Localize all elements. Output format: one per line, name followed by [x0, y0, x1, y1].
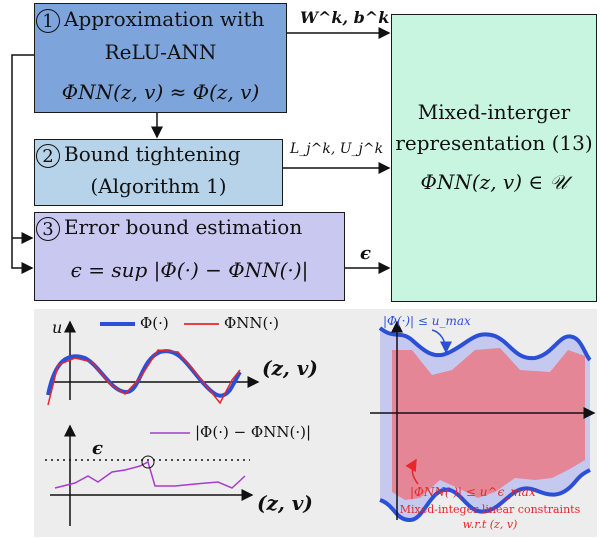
error-bound-box — [34, 212, 345, 301]
mixed-integer-line1: Mixed-interger — [417, 100, 571, 124]
approximation-title-line2: ReLU-ANN — [104, 40, 217, 64]
plot3-lower-bound-curve — [379, 468, 591, 523]
plot1-phinn-curve — [47, 349, 241, 406]
plot1-y-label: u — [52, 318, 63, 337]
plot3-top-label: |Φ(·)| ≤ u_max — [383, 314, 471, 328]
plot3-caption-line2: w.r.t (z, v) — [462, 518, 518, 531]
approximation-box — [34, 3, 287, 113]
approximation-title: 1 Approximation with — [36, 7, 264, 33]
bound-tightening-line2: (Algorithm 1) — [90, 174, 227, 198]
error-bound-formula: ϵ = sup |Φ(·) − ΦNN(·)| — [70, 258, 309, 282]
weights-bias-label: W^k, b^k — [300, 8, 390, 27]
plot2-max-error-marker — [141, 455, 155, 469]
plot2-x-label: (z, v) — [257, 491, 313, 515]
plot3-upper-bound-curve — [378, 326, 592, 362]
approximation-title-line1: Approximation with — [64, 7, 265, 31]
mixed-integer-formula: ΦNN(z, v) ∈ 𝒰 — [420, 170, 568, 194]
plot2-error-curve — [54, 460, 246, 489]
error-bound-title: 3 Error bound estimation — [36, 215, 302, 241]
bound-tightening-title: 2 Bound tightening — [36, 142, 241, 168]
bounds-label: L_j^k, U_j^k — [290, 141, 384, 157]
bound-tightening-box — [34, 139, 283, 206]
step-3-badge: 3 — [36, 216, 60, 241]
error-bound-line1: Error bound estimation — [64, 215, 303, 239]
plot3-caption-line1: Mixed-integer linear constraints — [399, 503, 581, 516]
plot1-legend-phinn-text: ΦNN(·) — [224, 314, 280, 332]
bound-tightening-line1: Bound tightening — [64, 142, 241, 166]
approximation-formula: ΦNN(z, v) ≈ Φ(z, v) — [61, 80, 260, 104]
mixed-integer-box — [391, 14, 597, 302]
plot3-bottom-label: |ΦNN(·)| ≤ u^ϵ_max — [410, 485, 536, 499]
step-1-badge: 1 — [36, 8, 60, 33]
mixed-integer-line2: representation (13) — [395, 131, 593, 155]
left-feedback-line — [11, 54, 34, 274]
plot2-epsilon-label: ϵ — [92, 438, 103, 459]
plot1-phi-curve — [46, 349, 242, 398]
plot2-legend-text: |Φ(·) − ΦNN(·)| — [195, 423, 312, 441]
step-2-badge: 2 — [36, 143, 60, 168]
plot3-red-region — [392, 348, 585, 500]
plot1-x-label: (z, v) — [262, 356, 318, 380]
plot1-legend-phi-text: Φ(·) — [140, 314, 169, 332]
plot3-lower-annotation-arrow — [405, 458, 419, 485]
epsilon-arrow-label: ϵ — [360, 243, 371, 264]
plot3-upper-annotation-arrow — [431, 329, 452, 354]
